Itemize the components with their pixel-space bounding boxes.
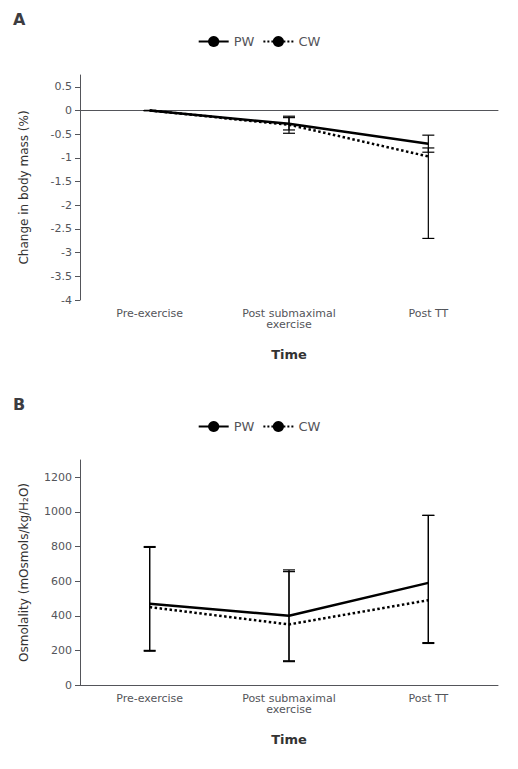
svg-text:-2: -2 bbox=[61, 199, 72, 212]
svg-text:Osmolality (mOsmols/kg/H₂O): Osmolality (mOsmols/kg/H₂O) bbox=[17, 483, 31, 662]
svg-text:Pre-exercise: Pre-exercise bbox=[116, 307, 183, 320]
svg-text:Post TT: Post TT bbox=[408, 307, 448, 320]
svg-text:Time: Time bbox=[271, 347, 307, 362]
svg-text:-4: -4 bbox=[61, 294, 72, 307]
svg-text:1000: 1000 bbox=[44, 505, 72, 518]
svg-text:exercise: exercise bbox=[266, 318, 312, 331]
svg-text:Post submaximal: Post submaximal bbox=[242, 692, 336, 705]
svg-text:-0.5: -0.5 bbox=[51, 128, 72, 141]
svg-text:0: 0 bbox=[65, 104, 72, 117]
svg-text:800: 800 bbox=[51, 540, 72, 553]
svg-text:200: 200 bbox=[51, 644, 72, 657]
svg-text:-3.5: -3.5 bbox=[51, 270, 72, 283]
svg-text:exercise: exercise bbox=[266, 703, 312, 716]
svg-text:400: 400 bbox=[51, 609, 72, 622]
svg-text:Time: Time bbox=[271, 732, 307, 747]
svg-text:Post submaximal: Post submaximal bbox=[242, 307, 336, 320]
svg-text:PW: PW bbox=[234, 419, 255, 434]
svg-text:Change in body mass (%): Change in body mass (%) bbox=[17, 110, 31, 264]
svg-text:Pre-exercise: Pre-exercise bbox=[116, 692, 183, 705]
svg-text:1200: 1200 bbox=[44, 471, 72, 484]
svg-text:A: A bbox=[13, 10, 26, 29]
svg-text:0: 0 bbox=[65, 679, 72, 692]
svg-text:-1.5: -1.5 bbox=[51, 175, 72, 188]
svg-text:B: B bbox=[13, 395, 25, 414]
svg-text:600: 600 bbox=[51, 575, 72, 588]
svg-text:Post TT: Post TT bbox=[408, 692, 448, 705]
svg-text:CW: CW bbox=[298, 34, 320, 49]
svg-text:-3: -3 bbox=[61, 246, 72, 259]
svg-text:PW: PW bbox=[234, 34, 255, 49]
svg-text:0.5: 0.5 bbox=[55, 80, 73, 93]
svg-text:CW: CW bbox=[298, 419, 320, 434]
svg-text:-2.5: -2.5 bbox=[51, 222, 72, 235]
svg-text:-1: -1 bbox=[61, 151, 72, 164]
